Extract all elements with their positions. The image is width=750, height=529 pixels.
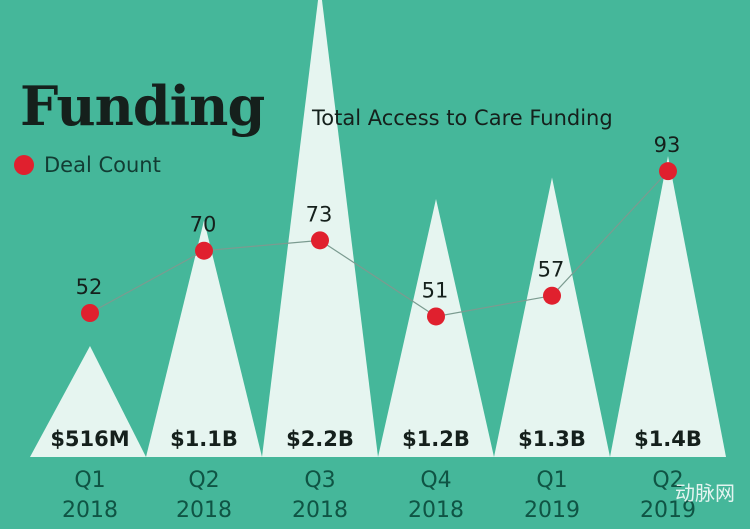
funding-triangle (146, 220, 262, 457)
x-tick-label: 2019 (524, 498, 580, 523)
deal-count-dot (195, 241, 213, 260)
x-tick-label: 2019 (640, 498, 696, 523)
deal-count-label: 51 (422, 278, 449, 302)
x-tick-label: 2018 (408, 498, 464, 523)
watermark: 动脉网 (675, 481, 735, 505)
x-tick-label: Q2 (652, 468, 683, 493)
funding-label: $1.4B (634, 427, 702, 451)
funding-triangle (378, 199, 494, 457)
legend-dot-icon (14, 155, 34, 175)
chart-title: Funding (20, 74, 265, 138)
funding-triangle (262, 0, 378, 457)
deal-count-dot (81, 304, 99, 322)
x-tick-label: Q4 (420, 468, 451, 493)
x-tick-label: Q1 (536, 468, 567, 493)
chart-subtitle: Total Access to Care Funding (312, 106, 613, 130)
legend: Deal Count (14, 153, 161, 177)
deal-count-dot (427, 307, 445, 326)
deal-count-dot (659, 162, 677, 181)
deal-count-line (89, 170, 669, 318)
deal-count-dot (311, 231, 329, 250)
deal-count-label: 70 (190, 213, 217, 237)
x-tick-label: 2018 (176, 498, 232, 523)
deal-count-dot (543, 286, 561, 305)
deal-count-label: 73 (306, 202, 333, 226)
funding-label: $1.3B (518, 427, 586, 451)
x-tick-label: 2018 (62, 498, 118, 523)
deal-count-label: 57 (538, 258, 565, 282)
funding-label: $2.2B (286, 427, 354, 451)
x-tick-label: Q3 (304, 468, 335, 493)
funding-label: $516M (50, 427, 129, 451)
deal-count-label: 52 (76, 275, 103, 299)
funding-label: $1.2B (402, 427, 470, 451)
funding-triangle (610, 156, 726, 457)
x-tick-label: Q1 (74, 468, 105, 493)
funding-label: $1.1B (170, 427, 238, 451)
funding-triangle (494, 177, 610, 457)
funding-triangle (30, 346, 146, 457)
legend-label: Deal Count (44, 153, 161, 177)
x-tick-label: Q2 (188, 468, 219, 493)
deal-count-label: 93 (654, 133, 681, 157)
x-tick-label: 2018 (292, 498, 348, 523)
